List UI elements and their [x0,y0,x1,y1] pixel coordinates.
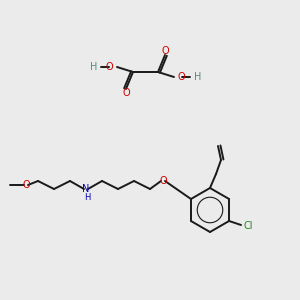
Text: O: O [161,46,169,56]
Text: N: N [82,184,90,194]
Text: O: O [22,180,30,190]
Text: H: H [84,193,90,202]
Text: O: O [105,62,113,72]
Text: O: O [159,176,167,186]
Text: O: O [122,88,130,98]
Text: Cl: Cl [243,221,253,231]
Text: H: H [194,72,201,82]
Text: O: O [178,72,186,82]
Text: H: H [90,62,97,72]
